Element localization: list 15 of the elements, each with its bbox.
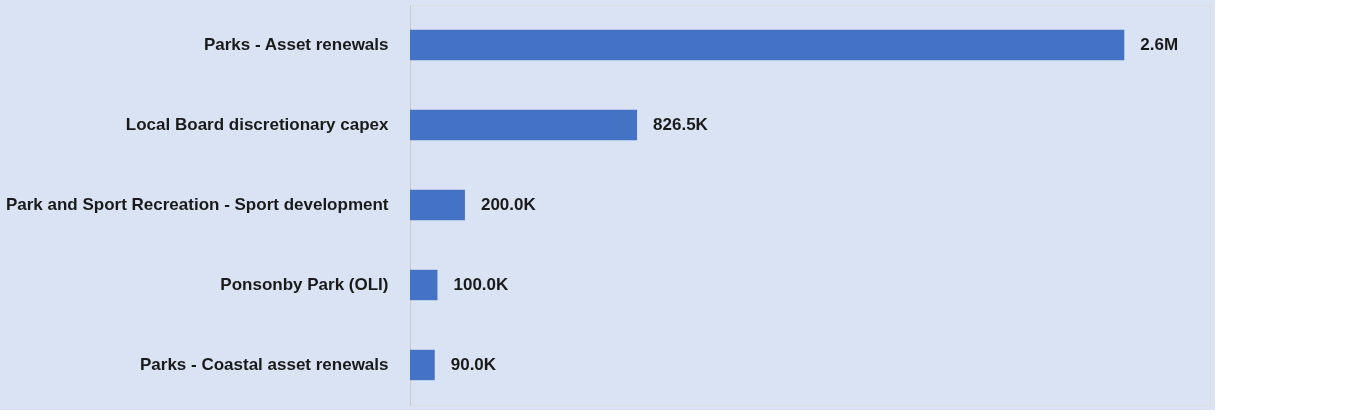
bar bbox=[410, 189, 465, 221]
y-tick-label: Parks - Coastal asset renewals bbox=[139, 355, 389, 374]
bar bbox=[410, 269, 438, 301]
y-tick-label: Local Board discretionary capex bbox=[125, 115, 390, 134]
bar bbox=[410, 29, 1125, 61]
bar bbox=[410, 109, 638, 141]
data-label: 826.5K bbox=[653, 115, 709, 134]
data-label: 100.0K bbox=[453, 275, 510, 294]
data-label: 90.0K bbox=[450, 355, 497, 374]
data-label: 200.0K bbox=[480, 195, 537, 214]
bar bbox=[410, 349, 435, 381]
y-tick-label: Parks - Asset renewals bbox=[203, 35, 389, 54]
y-tick-label: Park and Sport Recreation - Sport development bbox=[5, 195, 389, 214]
data-label: 2.6M bbox=[1140, 35, 1179, 54]
y-tick-label: Ponsonby Park (OLI) bbox=[220, 275, 389, 294]
